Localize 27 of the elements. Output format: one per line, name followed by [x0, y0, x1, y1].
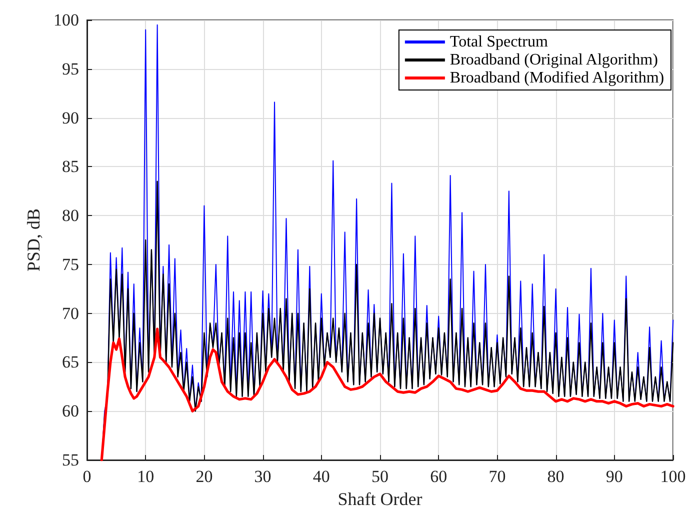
x-tick-label: 70: [488, 467, 506, 486]
y-axis-title: PSD, dB: [24, 208, 44, 272]
y-tick-label: 90: [62, 108, 79, 128]
y-tick-label: 80: [62, 206, 79, 226]
legend-label: Broadband (Modified Algorithm): [450, 70, 664, 86]
x-tick-label: 50: [372, 467, 388, 486]
y-tick-label: 85: [62, 157, 79, 176]
x-tick-label: 90: [606, 467, 623, 486]
x-tick-label: 10: [137, 467, 154, 486]
legend-label: Broadband (Original Algorithm): [450, 52, 658, 68]
x-axis-title: Shaft Order: [338, 488, 422, 509]
y-tick-label: 60: [62, 402, 79, 421]
x-tick-label: 20: [196, 467, 213, 486]
y-tick-label: 100: [54, 10, 79, 30]
y-tick-label: 70: [62, 304, 79, 323]
x-tick-label: 80: [547, 467, 564, 486]
x-tick-label: 100: [660, 467, 686, 486]
y-tick-label: 65: [62, 352, 79, 372]
y-tick-label: 55: [62, 450, 79, 470]
x-tick-label: 0: [82, 467, 92, 486]
y-tick-label: 95: [62, 59, 79, 78]
line-series: [100, 328, 674, 462]
legend-label: Total Spectrum: [450, 34, 548, 50]
y-tick-label: 75: [62, 254, 79, 274]
x-tick-label: 60: [430, 467, 448, 486]
x-tick-label: 30: [254, 467, 272, 486]
x-tick-label: 40: [312, 467, 330, 486]
